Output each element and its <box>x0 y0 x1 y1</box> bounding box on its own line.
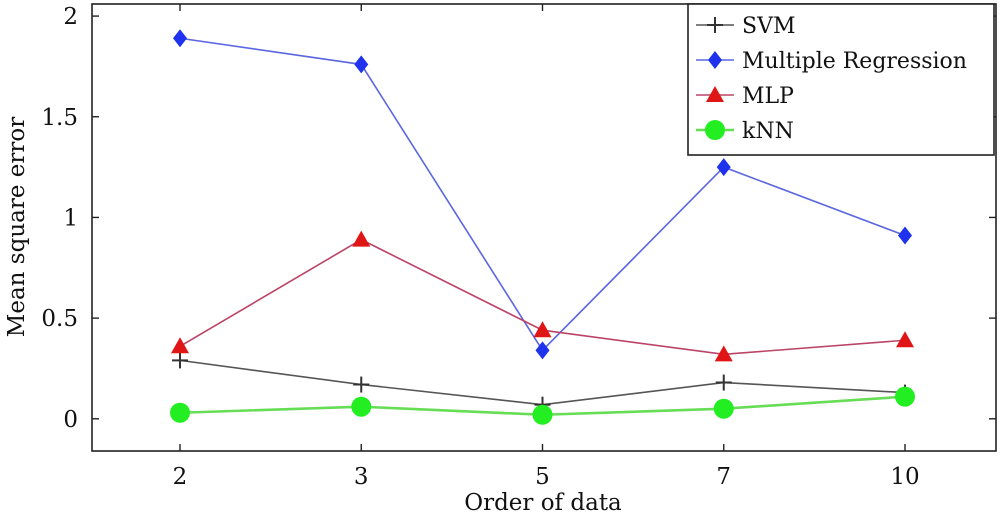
data-point-multiple-regression <box>898 226 912 245</box>
legend-marker-multiple-regression <box>708 51 722 69</box>
y-tick-label: 1.5 <box>41 105 78 131</box>
y-axis: 0 0.5 1 1.5 2 <box>41 4 996 433</box>
data-point-svm <box>353 376 370 393</box>
data-point-mlp <box>171 337 189 354</box>
data-point-multiple-regression <box>535 341 550 360</box>
data-point-knn <box>895 386 915 407</box>
x-axis-title: Order of data <box>464 490 622 516</box>
series-multiple-regression <box>173 29 912 360</box>
x-tick-label: 2 <box>173 464 188 490</box>
plot-frame <box>91 3 997 452</box>
legend-marker-knn <box>705 120 725 140</box>
legend: SVM Multiple Regression MLP kNN <box>687 3 995 156</box>
x-tick-label: 7 <box>716 464 731 490</box>
x-tick-label: 5 <box>535 464 550 490</box>
legend-label-multiple-regression: Multiple Regression <box>742 49 967 74</box>
series-mlp <box>171 230 914 362</box>
x-tick-label: 3 <box>354 464 369 490</box>
data-point-mlp <box>533 321 552 338</box>
data-point-knn <box>713 398 734 419</box>
legend-marker-svm <box>707 17 723 33</box>
series-knn <box>170 386 915 425</box>
y-tick-label: 0.5 <box>41 306 78 332</box>
y-tick-label: 2 <box>63 4 78 30</box>
data-point-mlp <box>352 230 371 247</box>
series-layer <box>170 29 915 425</box>
data-point-svm <box>172 352 188 369</box>
data-point-knn <box>351 396 372 417</box>
data-point-svm <box>715 374 732 391</box>
data-point-multiple-regression <box>354 55 369 74</box>
legend-marker-mlp <box>706 86 724 102</box>
y-tick-label: 0 <box>63 407 78 433</box>
data-point-knn <box>532 404 553 425</box>
legend-label-knn: kNN <box>742 119 794 144</box>
x-tick-label: 10 <box>890 464 919 490</box>
data-point-mlp <box>896 331 914 348</box>
data-point-knn <box>170 402 190 423</box>
legend-box <box>687 3 995 156</box>
data-point-mlp <box>714 345 733 362</box>
legend-label-svm: SVM <box>742 14 796 39</box>
data-point-multiple-regression <box>716 158 731 177</box>
series-svm <box>172 352 913 413</box>
y-axis-title: Mean square error <box>4 117 30 337</box>
y-tick-label: 1 <box>63 205 78 231</box>
data-point-multiple-regression <box>173 29 187 48</box>
legend-label-mlp: MLP <box>742 84 794 109</box>
